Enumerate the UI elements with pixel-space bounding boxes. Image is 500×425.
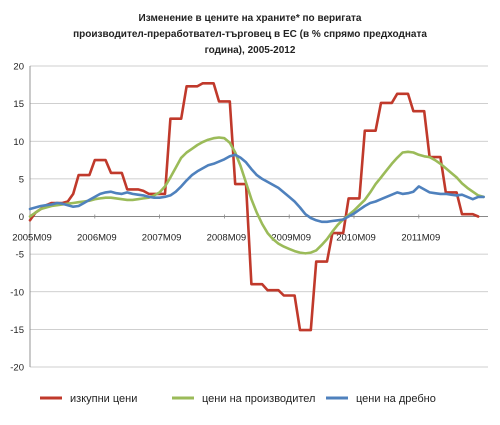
legend-label: цени на дребно [356, 393, 436, 405]
x-tick-label: 2010M09 [336, 233, 376, 244]
chart-title-line-2: производител-преработвател-търговец в ЕС… [73, 28, 427, 40]
series-line-3 [28, 153, 485, 224]
y-axis-ticks: 20 15 10 5 0 -5 -10 -15 -20 [10, 62, 24, 374]
y-tick-label: 5 [19, 174, 24, 185]
x-tick-label: 2009M09 [271, 233, 311, 244]
x-tick-label: 2005M09 [12, 233, 52, 244]
series-line-1 [28, 82, 480, 332]
series-lines [28, 82, 485, 332]
y-tick-label: -10 [10, 287, 24, 298]
x-tick-label: 2011M09 [401, 233, 440, 244]
chart-title-line-3: година), 2005-2012 [205, 45, 296, 56]
x-tick-label: 2006M09 [77, 233, 117, 244]
legend-label: изкупни цени [70, 393, 137, 405]
y-tick-label: -5 [16, 250, 24, 261]
chart-title-line-1: Изменение в цените на храните* по верига… [139, 13, 362, 24]
y-tick-label: 20 [13, 62, 24, 73]
chart-title: Изменение в цените на храните* по верига… [73, 13, 427, 56]
legend-label: цени на производител [202, 393, 315, 405]
x-tick-label: 2008M09 [207, 233, 247, 244]
y-tick-label: 0 [19, 212, 24, 223]
legend: изкупни цени цени на производител цени на … [40, 393, 436, 405]
y-tick-label: -20 [10, 363, 24, 374]
x-axis-ticks: 2005M09 2006M09 2007M09 2008M09 2009M09 2010M… [12, 214, 440, 244]
y-tick-label: 15 [13, 99, 24, 110]
series-line-2 [28, 136, 485, 255]
x-tick-label: 2007M09 [142, 233, 182, 244]
y-tick-label: 10 [13, 137, 24, 148]
y-tick-label: -15 [10, 325, 24, 336]
